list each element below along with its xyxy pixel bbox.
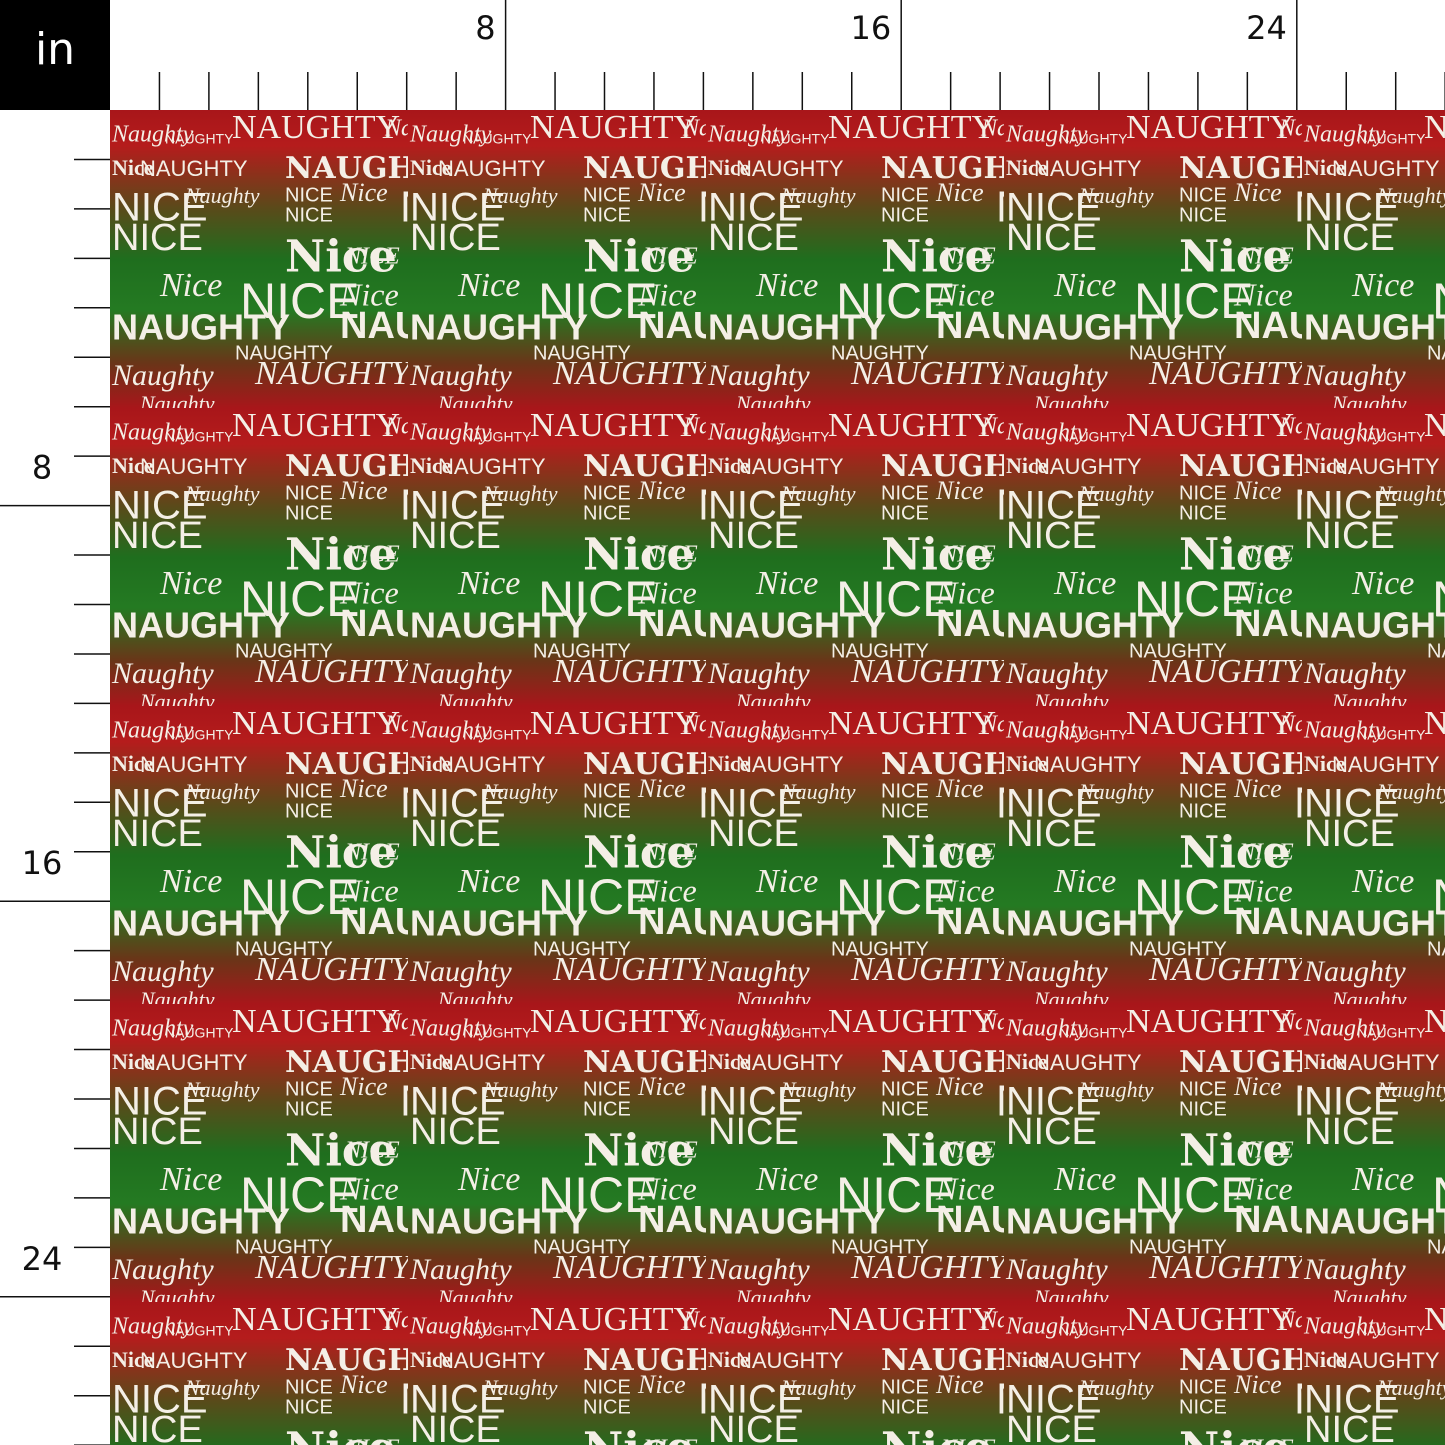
fabric-pattern (110, 110, 1445, 1445)
top-label: 16 (850, 9, 891, 47)
left-label: 8 (32, 449, 52, 487)
left-label: 24 (22, 1240, 63, 1278)
left-label: 16 (22, 844, 63, 882)
unit-label: in (35, 24, 75, 75)
top-label: 8 (475, 9, 495, 47)
unit-box (0, 0, 110, 110)
top-label: 24 (1246, 9, 1287, 47)
